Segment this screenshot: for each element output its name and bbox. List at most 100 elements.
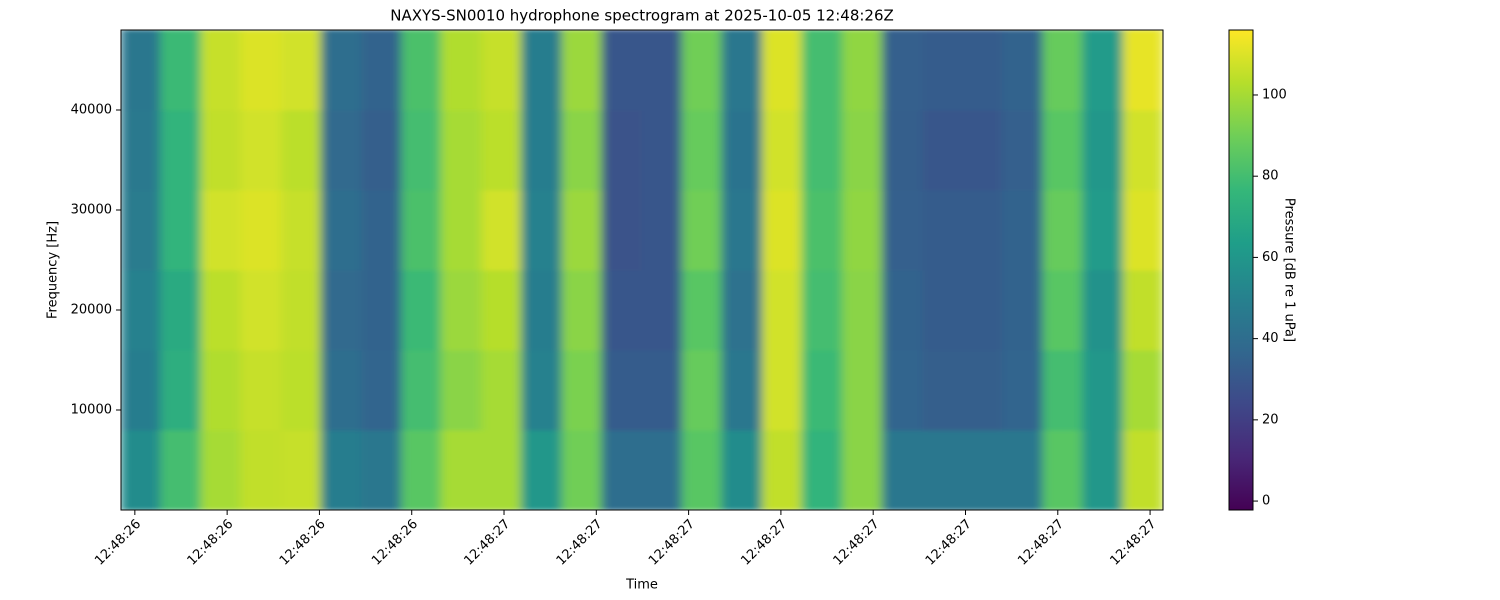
heatmap-cell — [761, 429, 803, 510]
heatmap-cell — [801, 349, 844, 431]
heatmap-cells — [121, 30, 1163, 510]
heatmap-cell — [681, 429, 723, 510]
heatmap-cell — [681, 109, 723, 191]
heatmap-cell — [601, 189, 643, 271]
heatmap-cell — [962, 429, 1003, 510]
x-tick-label: 12:48:27 — [1107, 517, 1159, 569]
x-axis-label: Time — [625, 578, 658, 593]
heatmap-cell — [160, 109, 202, 191]
heatmap-cell — [320, 109, 363, 191]
heatmap-cell — [801, 109, 844, 191]
heatmap-cell — [121, 349, 162, 431]
heatmap-cell — [401, 349, 442, 431]
heatmap-cell — [721, 429, 763, 510]
heatmap-cell — [721, 269, 763, 351]
heatmap-cell — [361, 269, 403, 351]
y-tick-label: 10000 — [71, 403, 112, 418]
heatmap-cell — [200, 30, 242, 111]
heatmap-cell — [240, 429, 283, 510]
heatmap-cell — [401, 269, 442, 351]
heatmap-cell — [761, 349, 803, 431]
heatmap-cell — [281, 109, 322, 191]
heatmap-cell — [1082, 349, 1124, 431]
heatmap-cell — [160, 429, 202, 510]
heatmap-cell — [761, 109, 803, 191]
heatmap-cell — [361, 189, 403, 271]
heatmap-cell — [881, 269, 924, 351]
heatmap-cell — [1122, 429, 1163, 510]
heatmap-cell — [1042, 30, 1084, 111]
heatmap-cell — [641, 429, 683, 510]
heatmap-cell — [1001, 429, 1044, 510]
heatmap-cell — [561, 109, 603, 191]
heatmap-cell — [320, 349, 363, 431]
heatmap-cell — [1042, 349, 1084, 431]
heatmap-cell — [121, 109, 162, 191]
heatmap-cell — [240, 349, 283, 431]
heatmap-cell — [962, 30, 1003, 111]
heatmap-cell — [481, 429, 523, 510]
x-tick-label: 12:48:26 — [92, 517, 144, 569]
heatmap-cell — [962, 349, 1003, 431]
heatmap-cell — [281, 189, 322, 271]
y-axis-label: Frequency [Hz] — [46, 221, 61, 319]
heatmap-cell — [881, 429, 924, 510]
heatmap-cell — [200, 189, 242, 271]
heatmap-cell — [601, 109, 643, 191]
heatmap-cell — [320, 189, 363, 271]
heatmap-cell — [361, 429, 403, 510]
heatmap-cell — [1082, 109, 1124, 191]
heatmap-cell — [281, 349, 322, 431]
heatmap-cell — [721, 349, 763, 431]
heatmap-cell — [1042, 189, 1084, 271]
heatmap-cell — [160, 189, 202, 271]
x-tick-label: 12:48:26 — [369, 517, 421, 569]
heatmap-cell — [481, 349, 523, 431]
heatmap-cell — [320, 429, 363, 510]
heatmap-cell — [641, 349, 683, 431]
heatmap-cell — [641, 269, 683, 351]
heatmap-cell — [521, 189, 563, 271]
heatmap-cell — [401, 189, 442, 271]
heatmap-cell — [881, 189, 924, 271]
heatmap-cell — [601, 429, 643, 510]
heatmap-cell — [1042, 109, 1084, 191]
heatmap-cell — [681, 30, 723, 111]
colorbar-tick-label: 100 — [1262, 87, 1287, 102]
colorbar-frame — [1228, 29, 1254, 511]
x-tick-label: 12:48:26 — [185, 517, 237, 569]
heatmap-cell — [681, 349, 723, 431]
heatmap-cell — [481, 269, 523, 351]
heatmap-cell — [561, 429, 603, 510]
heatmap-cell — [200, 269, 242, 351]
heatmap-cell — [1122, 109, 1163, 191]
colorbar-tick-label: 80 — [1262, 169, 1279, 184]
heatmap-cell — [240, 109, 283, 191]
heatmap-cell — [1001, 30, 1044, 111]
heatmap-cell — [561, 30, 603, 111]
heatmap-cell — [521, 269, 563, 351]
x-tick-label: 12:48:27 — [554, 517, 606, 569]
heatmap-cell — [200, 429, 242, 510]
heatmap-cell — [121, 30, 162, 111]
heatmap-cell — [681, 269, 723, 351]
x-tick-label: 12:48:27 — [461, 517, 513, 569]
heatmap — [121, 30, 1163, 510]
heatmap-cell — [481, 30, 523, 111]
x-tick-label: 12:48:26 — [277, 517, 329, 569]
colorbar-tick-label: 0 — [1262, 494, 1270, 509]
colorbar-tick-label: 20 — [1262, 412, 1279, 427]
heatmap-cell — [1082, 269, 1124, 351]
heatmap-cell — [200, 349, 242, 431]
heatmap-cell — [801, 189, 844, 271]
heatmap-cell — [521, 109, 563, 191]
heatmap-cell — [801, 429, 844, 510]
heatmap-cell — [601, 269, 643, 351]
heatmap-cell — [1122, 189, 1163, 271]
heatmap-cell — [440, 189, 483, 271]
heatmap-cell — [160, 349, 202, 431]
heatmap-cell — [521, 30, 563, 111]
heatmap-cell — [601, 349, 643, 431]
heatmap-cell — [1082, 189, 1124, 271]
heatmap-cell — [922, 109, 964, 191]
